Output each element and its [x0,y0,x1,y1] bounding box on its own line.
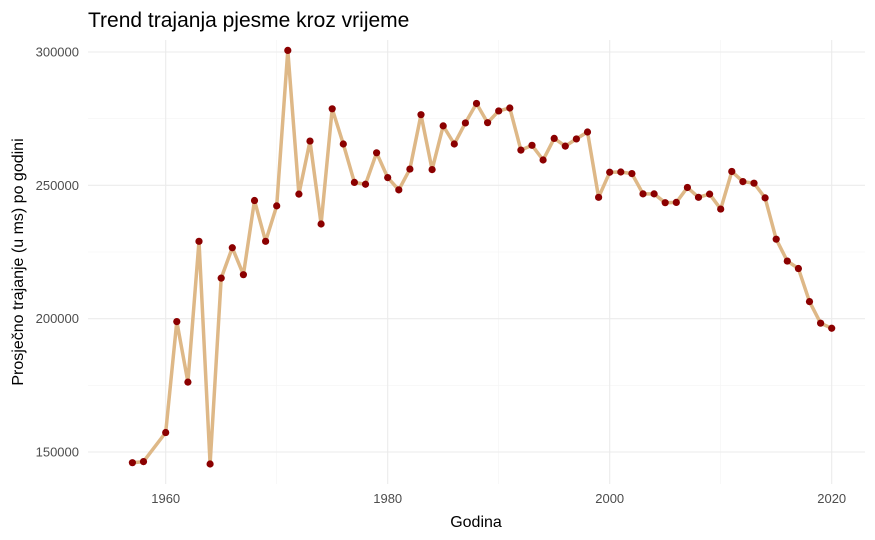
data-point [772,235,780,243]
data-point [661,199,669,207]
data-point [495,107,503,115]
data-point [739,178,747,186]
data-point [650,190,658,198]
data-point [395,186,403,194]
series-layer [130,48,834,466]
data-point [184,378,192,386]
data-point [128,459,136,467]
data-point [539,156,547,164]
data-point [639,190,647,198]
data-point [617,168,625,176]
data-point [606,168,614,176]
data-point [195,237,203,245]
chart-title: Trend trajanja pjesme kroz vrijeme [88,9,409,32]
y-axis-title: Prosječno trajanje (u ms) po godini [10,138,27,385]
data-point [794,264,803,273]
data-point [805,298,814,306]
data-point [295,190,303,198]
data-point [717,205,725,213]
data-point [517,146,525,154]
data-point [417,111,425,119]
y-tick-label: 150000 [36,445,79,460]
y-tick-label: 250000 [36,178,79,193]
data-point [206,460,214,468]
data-point [672,198,680,206]
data-point [583,128,592,136]
data-point [373,149,381,157]
data-point [306,137,314,145]
data-point [528,141,536,149]
data-point [461,119,469,127]
x-axis-title: Godina [450,514,502,531]
data-point [239,271,247,279]
y-tick-labels: 150000 200000 250000 300000 [36,45,79,460]
data-point [595,193,603,201]
data-point [550,134,558,142]
data-point [339,140,347,148]
y-tick-label: 300000 [36,45,79,60]
y-tick-label: 200000 [36,311,79,326]
data-point [683,183,692,192]
data-point [284,46,292,55]
data-point [761,194,769,202]
data-point [228,244,236,252]
data-point [484,119,492,127]
data-point [317,220,325,228]
data-point [828,324,836,332]
x-tick-label: 2020 [817,491,846,506]
data-point [572,135,581,143]
data-point [706,190,714,198]
x-tick-labels: 1960 1980 2000 2020 [151,491,846,506]
data-point [217,274,225,282]
data-point [384,174,392,182]
data-point [628,170,636,178]
x-tick-label: 1960 [151,491,180,506]
data-point [350,178,358,186]
data-point [783,257,791,265]
data-point [173,318,181,326]
points-layer [128,46,836,468]
data-point [750,179,758,187]
data-point [728,167,736,176]
x-tick-label: 2000 [595,491,624,506]
data-point [439,122,447,130]
x-tick-label: 1980 [373,491,402,506]
data-point [450,140,458,148]
data-point [262,237,270,245]
data-point [162,428,170,437]
data-point [428,166,436,174]
data-point [472,99,481,108]
data-point [406,165,414,173]
data-point [250,196,259,205]
data-point [361,180,370,188]
data-point [506,104,514,112]
data-point [139,458,148,466]
data-point [694,193,703,201]
series-line [130,48,834,466]
data-point [817,319,825,327]
data-point [328,105,336,113]
data-point [561,142,569,150]
data-point [273,202,281,210]
